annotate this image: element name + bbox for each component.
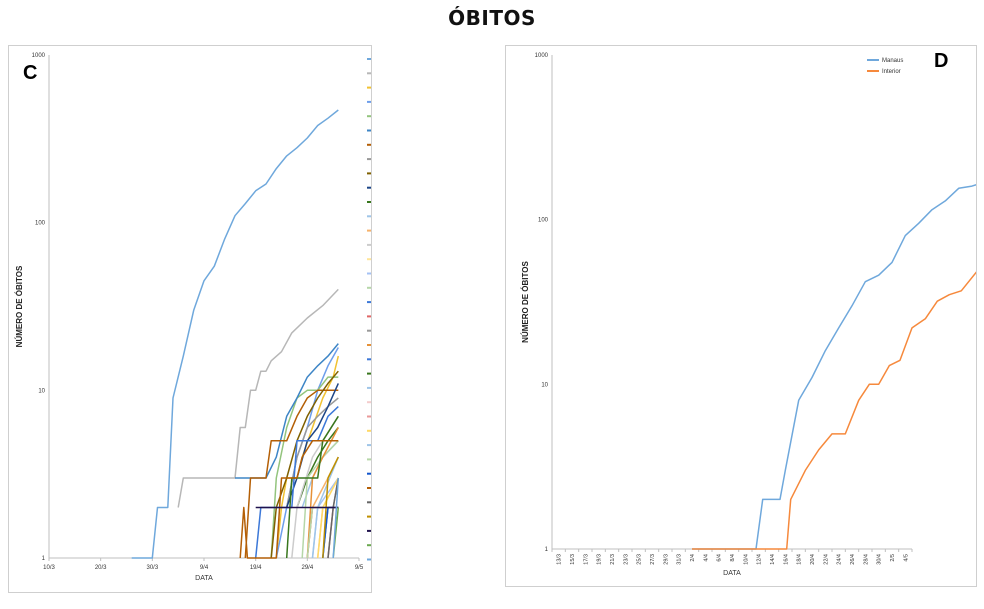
x-tick-label: 28/4 [863,554,869,565]
x-tick-label: 9/4 [200,565,209,571]
x-tick-label: 27/3 [650,554,656,565]
x-axis-title: DATA [195,575,213,582]
panel-label-c: C [23,62,38,84]
x-tick-label: 6/4 [717,554,723,562]
chart-panel-c: C 1 10 100 1000 10/3 20/3 30/3 9/4 19/4 29/4 9/5 DA… [8,45,372,593]
x-tick-label: 29/3 [663,554,669,565]
series-line [131,109,339,559]
x-tick-label: 4/4 [703,554,709,562]
y-tick-label: 10 [38,388,45,394]
series-line [270,376,339,559]
series-line [239,440,339,559]
y-tick-label: 100 [538,218,549,224]
series-line [285,383,339,508]
series-line [275,355,340,559]
chart-d-svg: 1 10 100 1000 13/3 15/3 17/3 19/3 21/3 23/3 25/3 27… [521,53,976,577]
series-line [301,440,339,559]
x-tick-label: 10/3 [43,565,55,571]
x-tick-label: 23/3 [623,554,629,565]
y-tick-label: 1 [42,556,46,562]
x-tick-label: 18/4 [797,554,803,565]
x-tick-label: 22/4 [823,554,829,565]
x-tick-label: 21/3 [610,554,616,565]
series-line [285,415,339,559]
y-axis-title: NÚMERO DE ÓBITOS [521,261,530,343]
x-tick-label: 10/4 [743,554,749,565]
y-tick-label: 1000 [535,53,549,59]
x-tick-label: 31/3 [677,554,683,565]
series-line [692,183,976,550]
x-tick-label: 2/5 [890,554,896,562]
x-tick-label: 15/3 [570,554,576,565]
x-tick-label: 16/4 [783,554,789,565]
chart-c-svg: 1 10 100 1000 10/3 20/3 30/3 9/4 19/4 29/4 9/5 DATA… [15,53,371,582]
x-tick-label: 4/5 [903,554,909,562]
x-tick-label: 26/4 [850,554,856,565]
x-tick-label: 9/5 [355,565,364,571]
x-tick-label: 20/4 [810,554,816,565]
x-tick-label: 25/3 [637,554,643,565]
x-tick-label: 13/3 [557,554,563,565]
x-tick-label: 19/4 [250,565,262,571]
x-tick-label: 14/4 [770,554,776,565]
x-tick-label: 12/4 [757,554,763,565]
series-line [275,347,339,559]
x-tick-label: 30/3 [146,565,158,571]
legend-label: Interior [882,69,901,75]
series-line [332,477,340,559]
x-tick-label: 2/4 [690,554,696,562]
y-tick-label: 1 [545,547,549,553]
series-line [306,427,339,559]
page-title: ÓBITOS [448,6,536,30]
x-axis-title: DATA [723,570,741,577]
series-line [692,271,976,550]
series-line [270,370,339,559]
series-line [322,456,339,559]
chart-panel-d: D 1 10 100 1000 13/3 15/3 17/3 19/3 21/3 23/3 25/3… [505,45,977,587]
panel-label-d: D [934,50,949,72]
y-tick-label: 1000 [32,53,46,59]
x-tick-label: 29/4 [301,565,313,571]
x-tick-label: 30/4 [877,554,883,565]
x-tick-label: 8/4 [730,554,736,562]
series-line [177,288,339,508]
y-tick-label: 100 [35,221,46,227]
x-tick-label: 24/4 [837,554,843,565]
y-axis-title: NÚMERO DE ÓBITOS [15,265,24,347]
x-tick-label: 20/3 [95,565,107,571]
legend-label: Manaus [882,58,903,64]
x-tick-label: 17/3 [583,554,589,565]
series-line [296,427,339,508]
x-tick-label: 19/3 [597,554,603,565]
y-tick-label: 10 [541,382,548,388]
